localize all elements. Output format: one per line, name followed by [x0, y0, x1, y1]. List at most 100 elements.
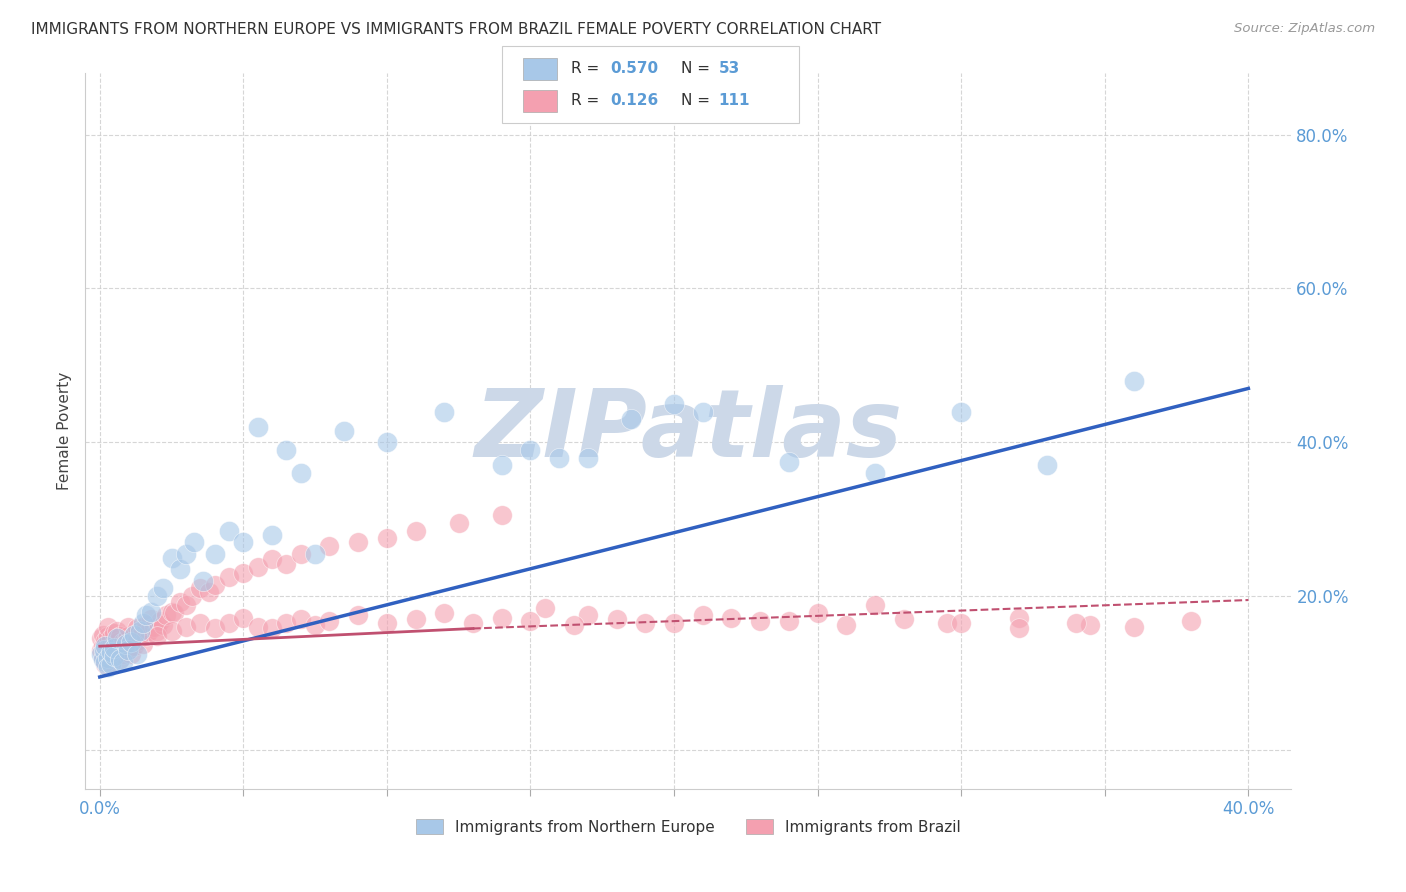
Point — [90, 647, 112, 661]
Point — [290, 466, 312, 480]
Point — [183, 535, 205, 549]
Point — [108, 640, 131, 655]
Point — [94, 655, 117, 669]
Point — [562, 618, 585, 632]
Point — [97, 641, 120, 656]
Point — [141, 605, 163, 619]
Point — [146, 589, 169, 603]
Point — [103, 637, 125, 651]
Point — [105, 635, 128, 649]
Point — [260, 552, 283, 566]
Point — [135, 608, 157, 623]
Point — [232, 611, 254, 625]
Point — [169, 595, 191, 609]
Point — [97, 620, 120, 634]
Text: IMMIGRANTS FROM NORTHERN EUROPE VS IMMIGRANTS FROM BRAZIL FEMALE POVERTY CORRELA: IMMIGRANTS FROM NORTHERN EUROPE VS IMMIG… — [31, 22, 882, 37]
Point — [461, 616, 484, 631]
Point — [111, 635, 134, 649]
Text: R =: R = — [571, 94, 609, 108]
Point — [114, 633, 136, 648]
Point — [447, 516, 470, 530]
Point — [1080, 618, 1102, 632]
Point — [160, 605, 183, 619]
Point — [433, 404, 456, 418]
Point — [132, 637, 155, 651]
Point — [276, 442, 298, 457]
Point — [218, 524, 240, 538]
Point — [375, 435, 398, 450]
Point — [290, 612, 312, 626]
Point — [318, 539, 340, 553]
Point — [146, 629, 169, 643]
Text: Source: ZipAtlas.com: Source: ZipAtlas.com — [1234, 22, 1375, 36]
Point — [169, 562, 191, 576]
Point — [662, 397, 685, 411]
Text: R =: R = — [571, 62, 605, 76]
Point — [893, 612, 915, 626]
Point — [318, 614, 340, 628]
Point — [405, 612, 427, 626]
Text: 0.126: 0.126 — [610, 94, 658, 108]
Point — [935, 616, 957, 631]
Point — [692, 608, 714, 623]
Point — [1008, 611, 1031, 625]
Point — [720, 611, 742, 625]
Point — [117, 620, 139, 634]
Point — [835, 618, 858, 632]
Point — [174, 547, 197, 561]
Point — [1122, 374, 1144, 388]
Point — [749, 614, 772, 628]
Point — [91, 650, 114, 665]
Point — [276, 616, 298, 631]
Point — [122, 639, 145, 653]
Point — [108, 652, 131, 666]
Text: 53: 53 — [718, 62, 740, 76]
Point — [433, 606, 456, 620]
Point — [91, 652, 114, 666]
Point — [662, 616, 685, 631]
Point — [129, 629, 152, 643]
Point — [120, 635, 142, 649]
Point — [138, 624, 160, 638]
Y-axis label: Female Poverty: Female Poverty — [58, 372, 72, 490]
Point — [117, 629, 139, 643]
Point — [1008, 622, 1031, 636]
Point — [103, 649, 125, 664]
Point — [111, 647, 134, 661]
Point — [122, 627, 145, 641]
Point — [103, 626, 125, 640]
Point — [149, 614, 172, 628]
Point — [548, 450, 571, 465]
Point — [950, 404, 973, 418]
Point — [132, 625, 155, 640]
Point — [491, 508, 513, 523]
Point — [135, 629, 157, 643]
Point — [188, 616, 211, 631]
Point — [1180, 614, 1202, 628]
Point — [246, 420, 269, 434]
Point — [120, 647, 142, 661]
Point — [100, 655, 122, 669]
Point — [91, 639, 114, 653]
Point — [105, 647, 128, 661]
Point — [108, 629, 131, 643]
Point — [114, 637, 136, 651]
Point — [152, 618, 174, 632]
Point — [620, 412, 643, 426]
Point — [105, 632, 128, 646]
Point — [576, 450, 599, 465]
Point — [103, 641, 125, 656]
Point — [100, 644, 122, 658]
Point — [97, 650, 120, 665]
Point — [778, 614, 800, 628]
Point — [117, 643, 139, 657]
Point — [160, 550, 183, 565]
Point — [863, 599, 886, 613]
Point — [246, 620, 269, 634]
Point — [634, 616, 657, 631]
Point — [105, 624, 128, 638]
Point — [606, 612, 628, 626]
Point — [135, 617, 157, 632]
Point — [534, 600, 557, 615]
Point — [97, 660, 120, 674]
